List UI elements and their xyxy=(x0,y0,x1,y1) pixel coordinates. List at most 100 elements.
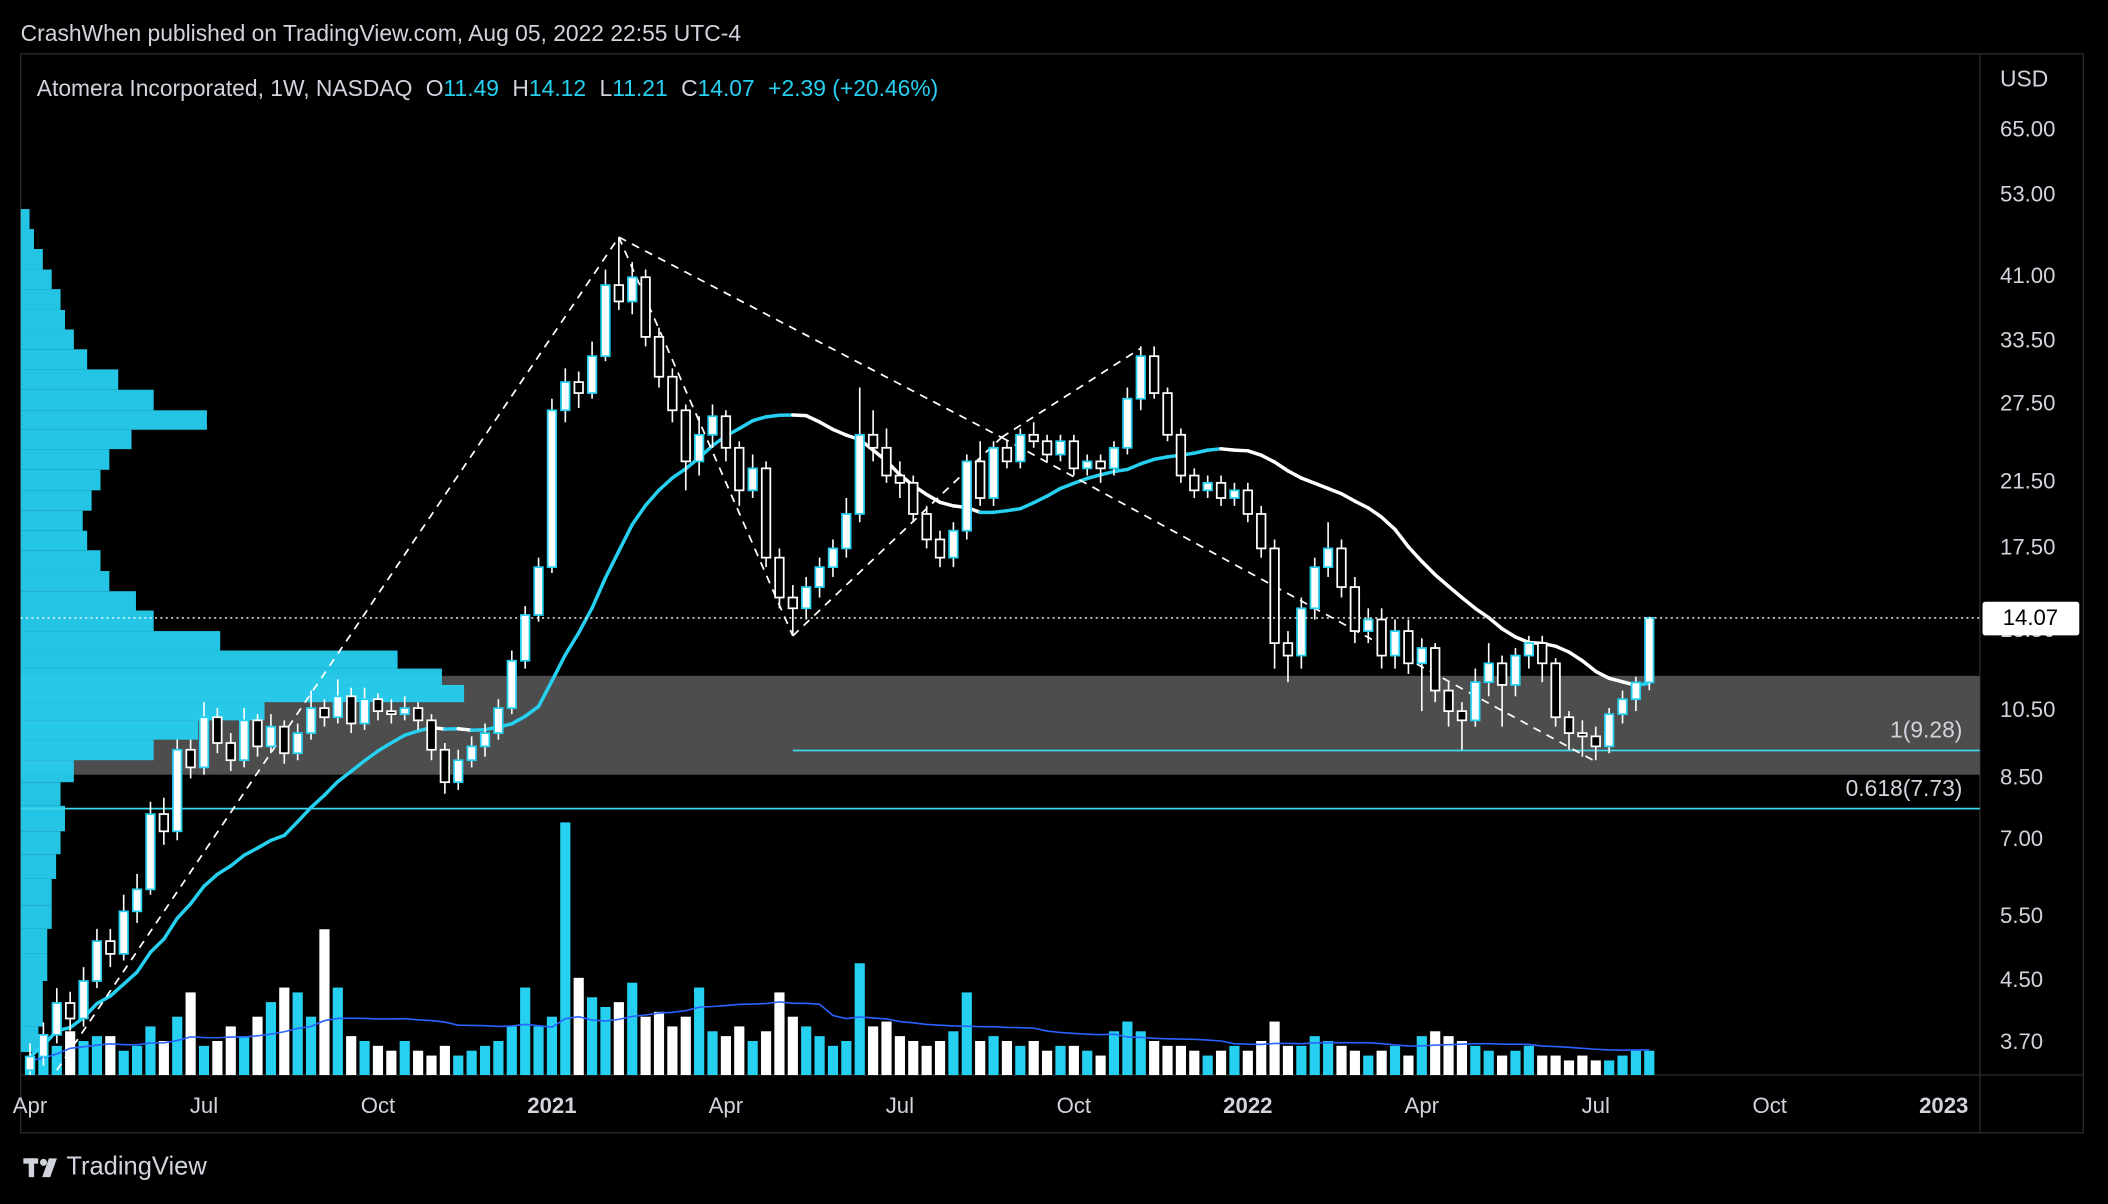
moving-average xyxy=(376,741,394,753)
moving-average xyxy=(1406,545,1424,564)
candle-body xyxy=(1015,433,1026,463)
candle-body xyxy=(252,719,263,748)
volume-bar xyxy=(720,1036,731,1075)
moving-average xyxy=(215,864,233,877)
moving-average xyxy=(1460,595,1478,611)
x-tick-label: Oct xyxy=(1057,1093,1091,1118)
volume-bar xyxy=(1001,1040,1013,1075)
volume-bar xyxy=(305,1016,317,1075)
candle-body xyxy=(1483,662,1494,684)
volume-bar xyxy=(1015,1045,1026,1075)
legend-label: H xyxy=(512,75,529,101)
moving-average xyxy=(322,779,340,797)
volume-bar xyxy=(1175,1045,1186,1075)
candle-body xyxy=(91,940,103,982)
x-tick-label: Oct xyxy=(1753,1093,1787,1118)
volume-bar xyxy=(212,1040,223,1075)
volume-bar xyxy=(1309,1036,1320,1075)
moving-average xyxy=(1326,486,1344,496)
moving-average xyxy=(831,427,849,437)
pattern-line xyxy=(618,236,794,637)
candle-body xyxy=(439,748,451,784)
candle-body xyxy=(1389,630,1401,657)
volume-bar xyxy=(881,1021,892,1075)
moving-average xyxy=(1433,573,1451,589)
candle-body xyxy=(1148,355,1160,394)
volume-bar xyxy=(1189,1050,1200,1075)
moving-average xyxy=(1486,615,1504,631)
moving-average xyxy=(242,846,260,857)
volume-bar xyxy=(359,1040,370,1075)
candle-body xyxy=(600,284,611,358)
volume-bar xyxy=(1202,1055,1213,1075)
volume-profile-bar xyxy=(20,668,442,685)
candle-body xyxy=(466,745,477,762)
candle-body xyxy=(38,1033,49,1058)
y-tick-label: 17.50 xyxy=(2000,534,2055,559)
moving-average xyxy=(1473,606,1491,620)
candle-body xyxy=(1496,662,1508,686)
candle-body xyxy=(1256,513,1267,550)
candle-body xyxy=(292,732,303,755)
volume-bar xyxy=(399,1040,410,1075)
volume-bar xyxy=(1550,1055,1561,1075)
volume-bar xyxy=(1537,1055,1548,1075)
volume-bar xyxy=(734,1026,745,1075)
candle-body xyxy=(1470,681,1481,722)
volume-bar xyxy=(466,1050,477,1075)
volume-bar xyxy=(453,1055,464,1075)
volume-bar xyxy=(868,1026,879,1075)
candle-body xyxy=(1523,642,1535,657)
volume-average xyxy=(29,1001,1650,1062)
moving-average xyxy=(576,606,594,635)
moving-average xyxy=(121,970,139,986)
volume-bar xyxy=(854,963,865,1075)
candle-body xyxy=(1082,460,1093,470)
legend-value: 14.07 xyxy=(698,75,755,101)
candle-body xyxy=(78,980,89,1020)
volume-bar xyxy=(1523,1045,1534,1075)
last-price-label: 14.07 xyxy=(2003,605,2058,630)
volume-profile-bar xyxy=(20,530,88,551)
currency: USD xyxy=(2000,66,2048,92)
candle-body xyxy=(1537,642,1548,665)
candle-body xyxy=(680,409,691,463)
volume-bar xyxy=(506,1026,517,1075)
candle-body xyxy=(1376,618,1387,657)
candle-body xyxy=(1630,681,1642,701)
x-tick-label: Jul xyxy=(190,1093,218,1118)
volume-bar xyxy=(1510,1050,1521,1075)
moving-average xyxy=(1005,506,1023,513)
volume-bar xyxy=(1456,1040,1468,1075)
candle-body xyxy=(560,381,571,412)
volume-bar xyxy=(573,977,584,1075)
volume-bar xyxy=(760,1031,772,1075)
moving-average xyxy=(95,994,113,1006)
candle-body xyxy=(988,446,999,499)
y-tick-label: 7.00 xyxy=(2000,826,2043,851)
volume-bar xyxy=(1229,1045,1240,1075)
candle-body xyxy=(841,513,852,550)
moving-average xyxy=(135,950,153,974)
volume-profile-bar xyxy=(20,269,52,290)
volume-bar xyxy=(747,1040,758,1075)
candle-body xyxy=(894,474,906,484)
volume-bar xyxy=(145,1026,156,1075)
candle-body xyxy=(1309,566,1320,610)
candle-body xyxy=(1269,547,1280,644)
volume-bar xyxy=(332,987,343,1075)
volume-profile-bar xyxy=(20,905,52,929)
moving-average xyxy=(1580,658,1598,674)
candle-body xyxy=(1336,547,1347,588)
volume-bar xyxy=(1470,1045,1481,1075)
moving-average xyxy=(1098,469,1116,477)
candle-body xyxy=(975,460,986,499)
volume-profile-bar xyxy=(20,410,207,430)
last-price-box xyxy=(1982,601,2080,636)
moving-average xyxy=(349,759,367,773)
volume-profile-bar xyxy=(20,739,154,761)
x-tick-label: Jul xyxy=(886,1093,914,1118)
volume-bar xyxy=(1336,1045,1347,1075)
volume-bar xyxy=(1095,1055,1106,1075)
moving-average xyxy=(1312,481,1330,491)
